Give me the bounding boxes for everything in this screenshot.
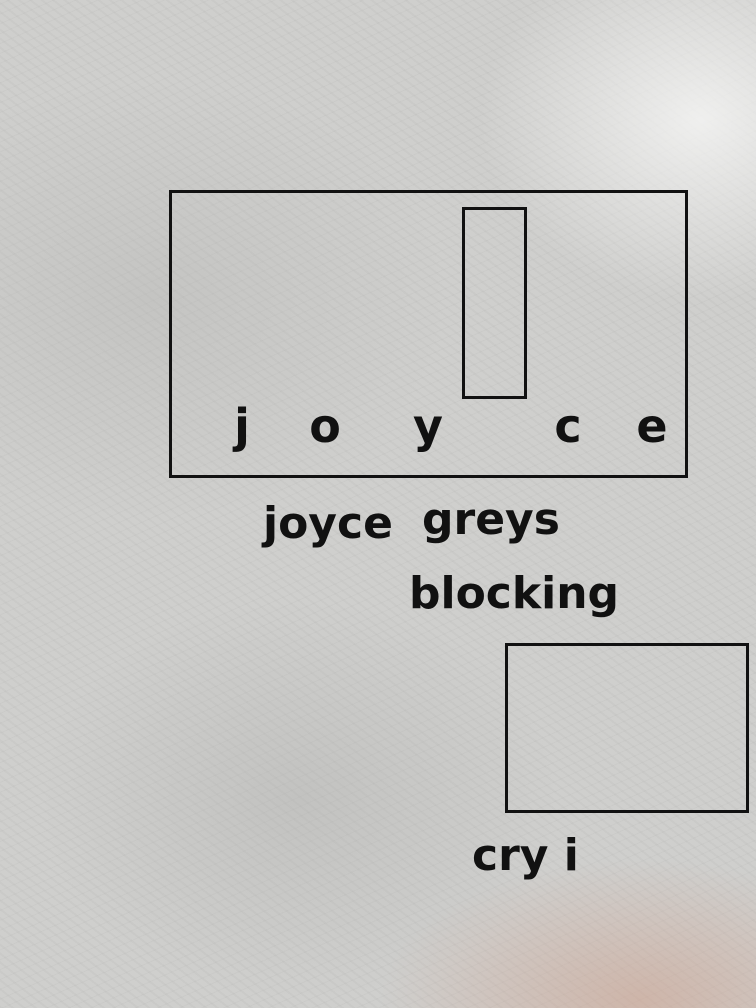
box-letter-o: o [309,399,341,453]
box-letter-j: j [234,399,250,453]
word-greys: greys [422,494,560,545]
word-blocking: blocking [409,568,620,619]
tall-inner-frame [462,207,527,399]
lower-right-frame [505,643,749,813]
box-letter-y: y [413,399,443,453]
box-letter-c: c [554,399,582,453]
word-cry-i: cry i [472,830,579,881]
word-joyce: joyce [263,498,393,549]
letter-box-frame [169,190,688,478]
box-letter-e: e [636,399,668,453]
